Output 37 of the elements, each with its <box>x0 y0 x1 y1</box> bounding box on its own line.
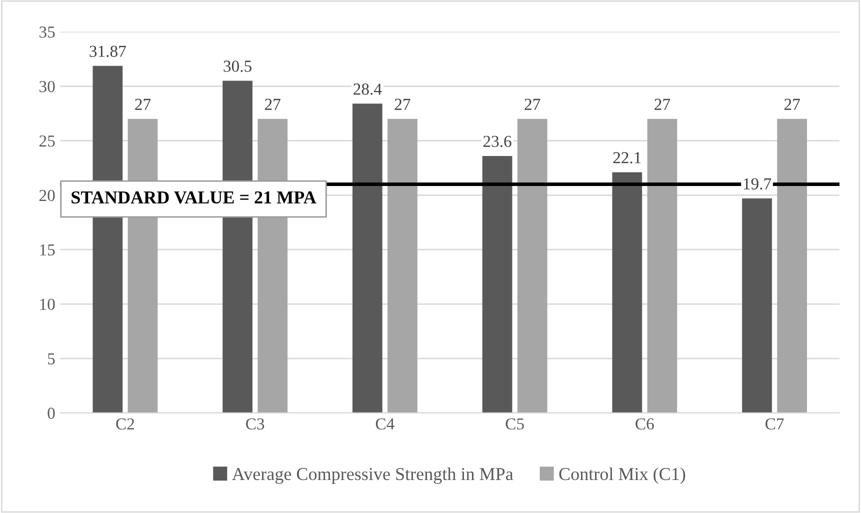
x-tick-label: C4 <box>376 418 394 430</box>
bar <box>777 118 808 413</box>
data-label: 27 <box>265 98 280 110</box>
data-label: 28.4 <box>354 83 382 95</box>
data-label: 27 <box>394 98 410 110</box>
y-tick-label: 15 <box>40 244 55 256</box>
data-label: 30.5 <box>224 60 252 72</box>
bar <box>517 118 548 413</box>
data-label: 31.87 <box>90 46 126 58</box>
data-label: 27 <box>524 98 540 110</box>
legend-label: Average Compressive Strength in MPa <box>232 467 514 484</box>
y-tick-label: 25 <box>39 135 55 147</box>
x-tick-label: C6 <box>636 418 654 430</box>
y-tick-label: 30 <box>40 80 55 92</box>
x-tick-label: C7 <box>766 418 784 430</box>
bar <box>352 104 382 413</box>
data-label: 27 <box>135 98 151 110</box>
bar <box>612 172 642 413</box>
y-tick-label: 0 <box>48 408 55 419</box>
x-tick-label: C5 <box>506 418 524 430</box>
x-tick-label: C2 <box>116 418 134 430</box>
legend-label: Control Mix (C1) <box>559 467 686 484</box>
data-label: 23.6 <box>483 136 512 148</box>
data-label: 27 <box>784 98 800 110</box>
data-label: 27 <box>654 98 670 110</box>
y-tick-label: 20 <box>39 190 55 202</box>
bar <box>482 156 512 413</box>
y-tick-label: 10 <box>40 298 55 310</box>
bar <box>742 198 772 413</box>
bar <box>388 118 418 413</box>
data-label: 22.1 <box>613 152 641 164</box>
y-tick-label: 5 <box>48 353 55 364</box>
x-tick-label: C3 <box>246 418 264 430</box>
data-label: 19.7 <box>744 178 772 190</box>
ref-line-label: STANDARD VALUE = 21 MPA <box>72 191 316 204</box>
y-tick-label: 35 <box>40 26 55 38</box>
bar <box>647 118 678 413</box>
